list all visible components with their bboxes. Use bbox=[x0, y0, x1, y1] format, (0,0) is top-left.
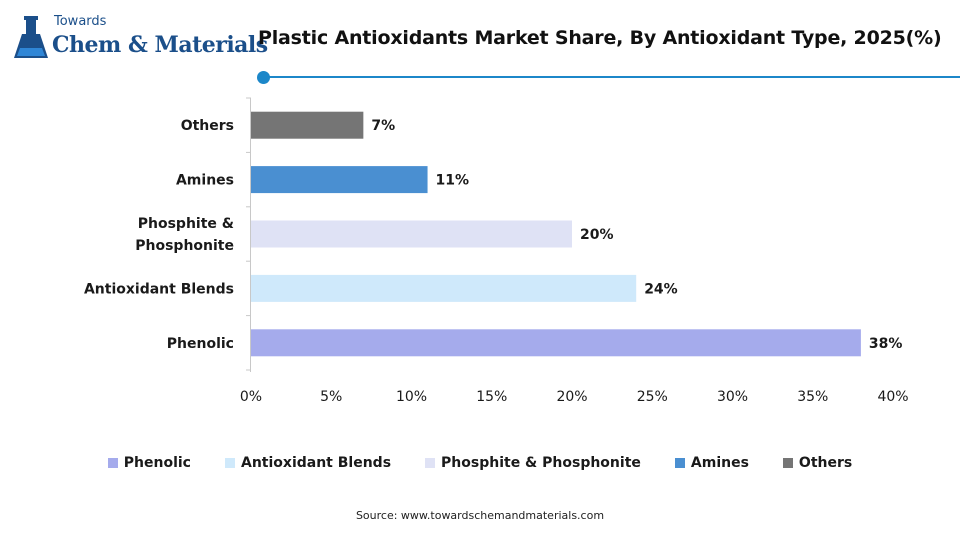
category-label: Phosphite & bbox=[138, 216, 234, 232]
chart-title: Plastic Antioxidants Market Share, By An… bbox=[258, 27, 942, 49]
title-underline-dot bbox=[257, 71, 270, 84]
legend-label: Phenolic bbox=[123, 455, 191, 471]
data-label: 11% bbox=[436, 173, 470, 189]
x-tick-label: 15% bbox=[476, 389, 507, 405]
category-label: Others bbox=[181, 118, 234, 134]
x-tick-label: 20% bbox=[556, 389, 587, 405]
legend-item: Phenolic bbox=[107, 453, 191, 473]
data-label: 7% bbox=[371, 118, 395, 134]
bar-chart: Others 7% Amines 11% Phosphite & Phosphonite 2… bbox=[84, 97, 909, 405]
legend-swatch bbox=[674, 458, 685, 468]
legend-label: Antioxidant Blends bbox=[241, 455, 392, 471]
chart-legend: Phenolic Antioxidant Blends Phosphite & Ph… bbox=[0, 453, 960, 473]
x-tick-label: 10% bbox=[396, 389, 427, 405]
category-label: Phenolic bbox=[167, 336, 234, 352]
x-tick-label: 35% bbox=[797, 389, 828, 405]
x-tick-label: 0% bbox=[240, 389, 262, 405]
data-label: 20% bbox=[580, 227, 614, 243]
logo-small-text: Towards bbox=[54, 14, 107, 29]
x-tick-label: 30% bbox=[717, 389, 748, 405]
legend-item: Others bbox=[782, 453, 853, 473]
bar-0 bbox=[251, 111, 364, 139]
x-tick-label: 25% bbox=[637, 389, 668, 405]
bar-4 bbox=[251, 329, 861, 357]
category-label: Amines bbox=[176, 173, 234, 189]
flask-icon bbox=[14, 16, 48, 58]
legend-swatch bbox=[425, 458, 436, 468]
category-label: Antioxidant Blends bbox=[84, 281, 234, 297]
legend-item: Antioxidant Blends bbox=[225, 453, 391, 473]
legend-swatch bbox=[225, 458, 235, 468]
title-underline bbox=[264, 76, 960, 78]
logo-big-text: Chem & Materials bbox=[52, 32, 268, 58]
legend-item: Phosphite & Phosphonite bbox=[425, 453, 641, 473]
legend-label: Phosphite & Phosphonite bbox=[441, 455, 641, 471]
category-label: Phosphonite bbox=[135, 238, 234, 254]
legend-label: Others bbox=[798, 455, 853, 471]
legend-item: Amines bbox=[674, 453, 749, 473]
bar-1 bbox=[251, 166, 428, 194]
legend-swatch bbox=[782, 458, 793, 468]
x-tick-label: 40% bbox=[877, 389, 908, 405]
legend-label: Amines bbox=[690, 455, 749, 471]
source-note: Source: www.towardschemandmaterials.com bbox=[355, 509, 605, 522]
data-label: 24% bbox=[644, 281, 678, 297]
x-tick-label: 5% bbox=[320, 389, 342, 405]
legend-swatch bbox=[107, 458, 118, 468]
data-label: 38% bbox=[869, 336, 903, 352]
brand-logo: Towards Chem & Materials bbox=[14, 8, 268, 68]
bar-2 bbox=[251, 220, 572, 248]
bar-3 bbox=[251, 274, 637, 302]
